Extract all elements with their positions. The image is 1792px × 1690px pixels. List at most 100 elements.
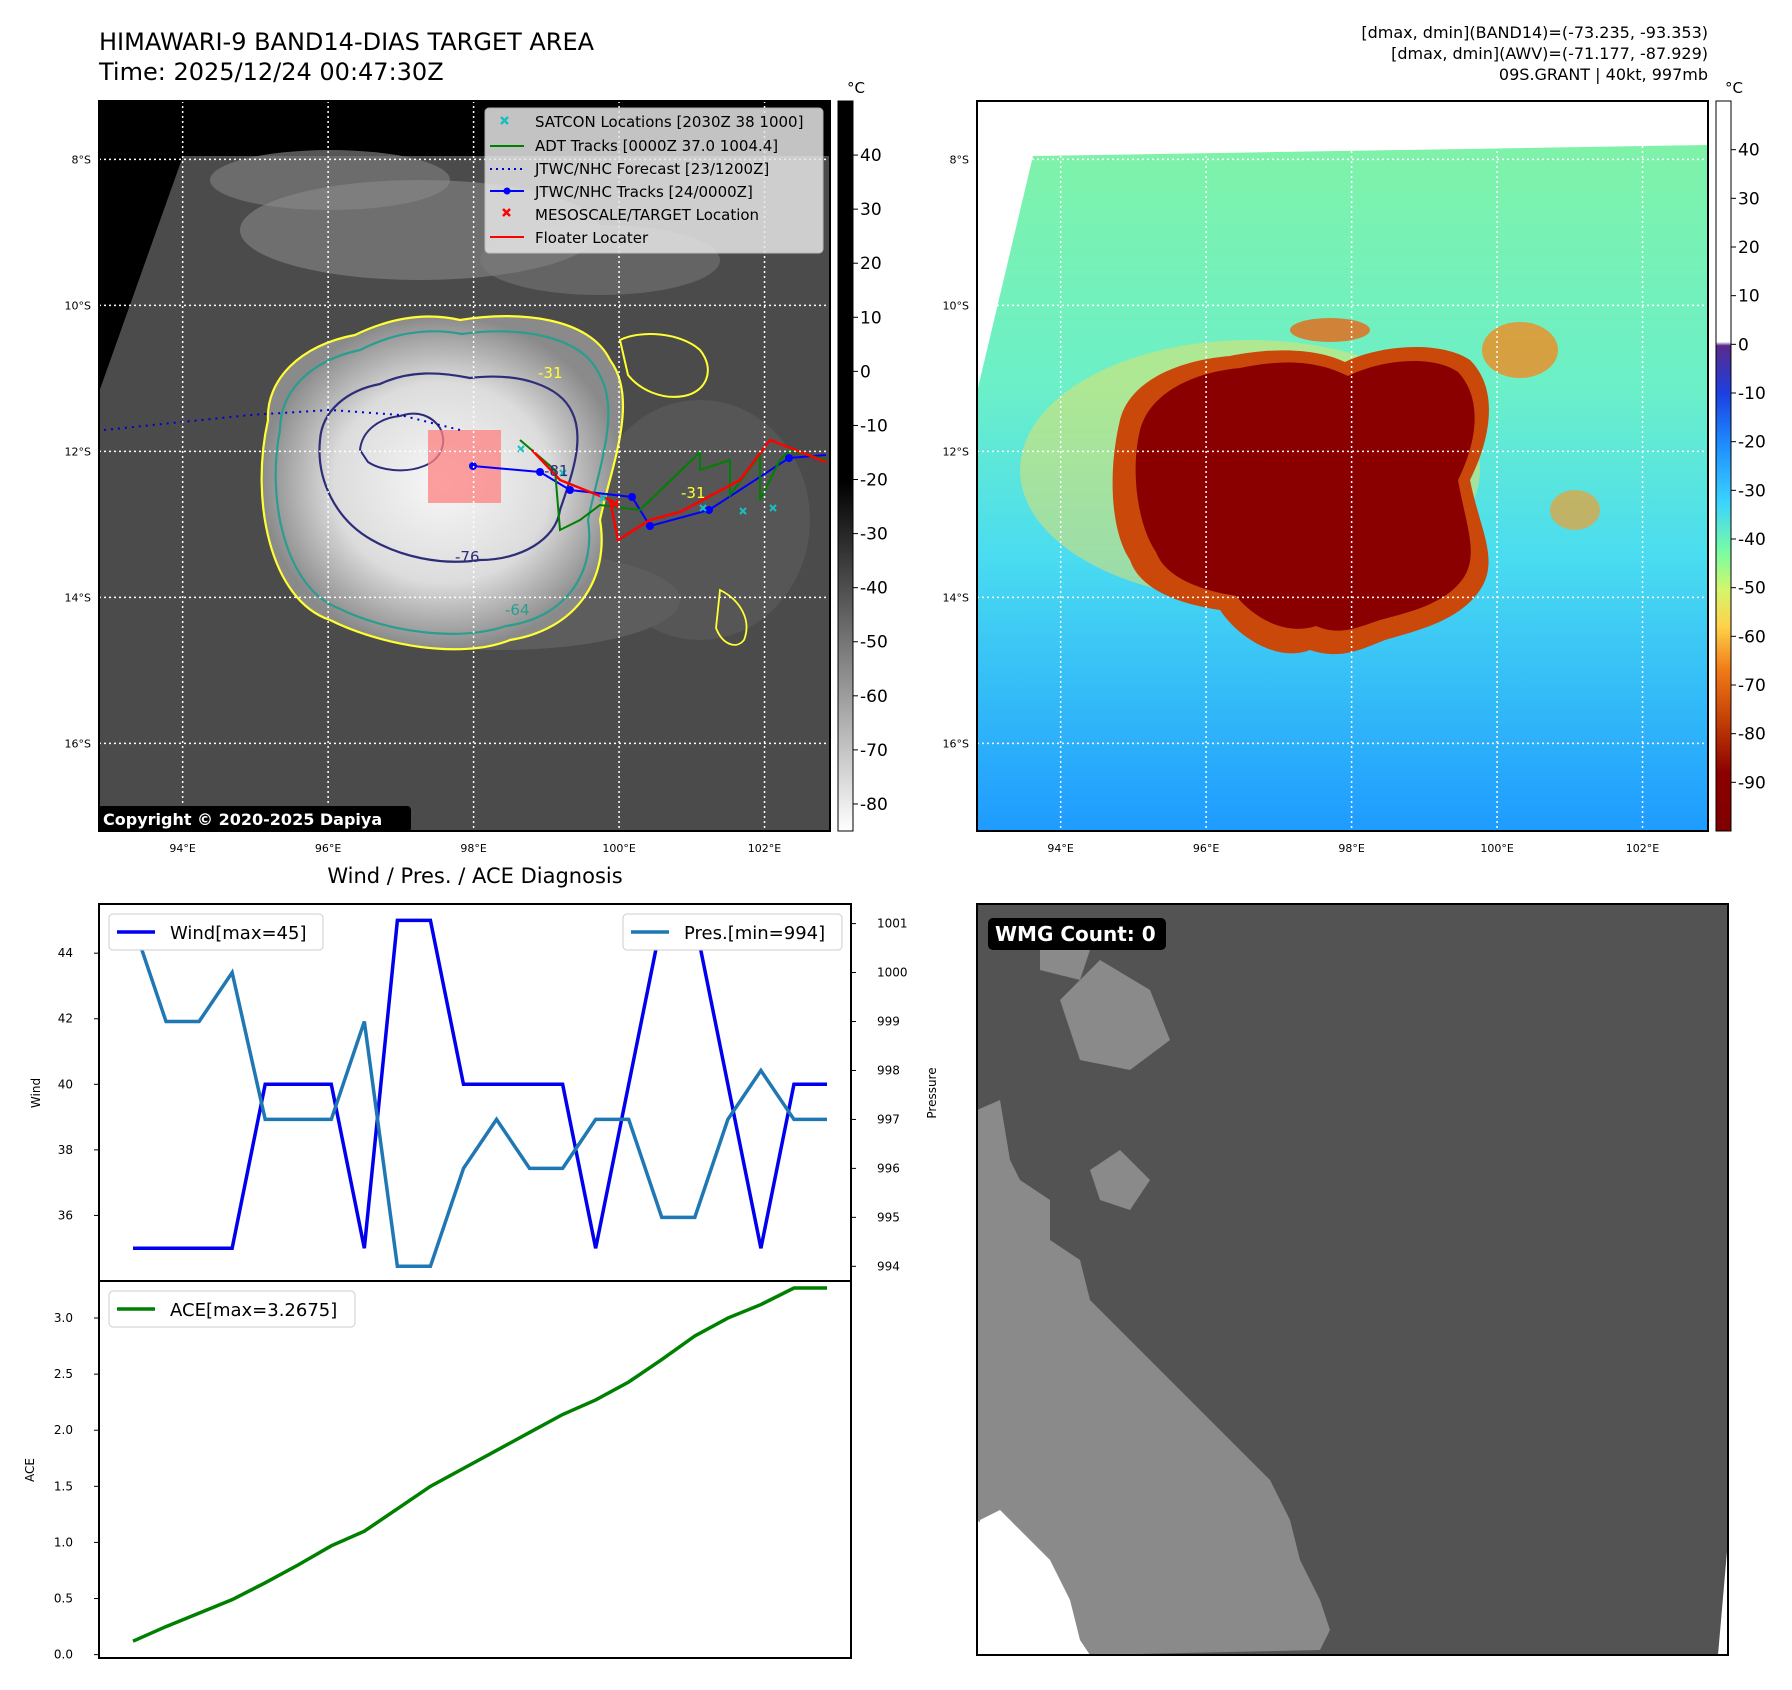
band14-range: [dmax, dmin](BAND14)=(-73.235, -93.353) [1361, 23, 1708, 42]
lon-label: 102°E [748, 842, 781, 855]
colorbar-tick-label: -50 [1738, 579, 1766, 599]
legend-floater: Floater Locater [535, 229, 649, 247]
lat-label: 12°S [65, 445, 91, 458]
awv-map: 8°S 10°S 12°S 14°S 16°S 94°E 96°E 98°E 100°E 102… [943, 100, 1709, 855]
contour-label-76: -76 [455, 548, 480, 566]
mesoscale-target-box [428, 430, 501, 503]
legend-mesoscale-icon [502, 208, 511, 217]
ir-colorbar: °C 40 30 20 10 0 -10 -20 -30 -40 -50 -60 -70 -80 [837, 79, 888, 832]
ir-map: -81 -76 -64 -31 -31 8°S10°S12°S14°S16°S … [65, 100, 831, 855]
pressure-tick-label: 996 [877, 1161, 900, 1175]
colorbar-tick-label: 30 [1738, 189, 1760, 209]
legend-forecast: JTWC/NHC Forecast [23/1200Z] [534, 160, 769, 178]
colorbar-tick-label: 20 [1738, 238, 1760, 258]
ace-frame [98, 1280, 852, 1659]
contour-minus31-east [618, 333, 709, 398]
lat-label: 12°S [943, 445, 969, 458]
lon-label: 94°E [1047, 842, 1073, 855]
colorbar-tick-label: -60 [1738, 627, 1766, 647]
pressure-tick-label: 995 [877, 1210, 900, 1224]
ace-tick-label: 1.0 [54, 1535, 73, 1549]
lon-label: 96°E [1193, 842, 1219, 855]
colorbar-tick-label: 30 [860, 200, 882, 220]
ir-colorbar-unit: °C [847, 79, 865, 97]
ace-tick-label: 0.0 [54, 1648, 73, 1662]
colorbar-tick-label: -80 [860, 795, 888, 815]
lon-label: 96°E [315, 842, 341, 855]
ace-tick-label: 2.0 [54, 1423, 73, 1437]
wmg-count-label: WMG Count: 0 [995, 922, 1156, 946]
awv-lon-labels: 94°E 96°E 98°E 100°E 102°E [1047, 842, 1659, 855]
colorbar-tick-label: -40 [1738, 530, 1766, 550]
lat-label: 14°S [65, 591, 91, 604]
lon-label: 98°E [1338, 842, 1364, 855]
lat-label: 8°S [950, 153, 969, 166]
awv-cold-region-core [1135, 360, 1475, 631]
wind-tick-label: 44 [58, 946, 73, 960]
legend-tracks: JTWC/NHC Tracks [24/0000Z] [534, 183, 753, 201]
lon-label: 100°E [1480, 842, 1513, 855]
wind-tick-label: 36 [58, 1208, 73, 1222]
colorbar-tick-label: -10 [860, 416, 888, 436]
wind-legend: Wind[max=45] [108, 913, 324, 951]
pressure-legend: Pres.[min=994] [622, 913, 843, 951]
pressure-tick-label: 1000 [877, 966, 908, 980]
awv-lat-labels: 8°S 10°S 12°S 14°S 16°S [943, 153, 969, 750]
legend-satcon-icon [500, 116, 509, 125]
colorbar-tick-label: -20 [1738, 433, 1766, 453]
ir-map-frame [98, 100, 831, 832]
awv-map-frame [976, 100, 1709, 832]
copyright-text: Copyright © 2020-2025 Dapiya [103, 810, 382, 829]
wind-tick-label: 42 [58, 1012, 73, 1026]
lat-label: 10°S [65, 299, 91, 312]
ace-tick-label: 0.5 [54, 1592, 73, 1606]
lon-label: 102°E [1626, 842, 1659, 855]
contour-label-81: -81 [544, 462, 569, 480]
colorbar-tick-label: 0 [1738, 335, 1749, 355]
colorbar-tick-label: 10 [1738, 287, 1760, 307]
pressure-tick-label: 997 [877, 1112, 900, 1126]
wmg-panel: WMG Count: 0 [976, 903, 1729, 1656]
colorbar-tick-label: -90 [1738, 773, 1766, 793]
wind-legend-label: Wind[max=45] [170, 923, 307, 944]
colorbar-tick-label: -80 [1738, 725, 1766, 745]
pressure-tick-label: 999 [877, 1015, 900, 1029]
lat-label: 16°S [65, 737, 91, 750]
ace-chart: 0.0 0.5 1.0 1.5 2.0 2.5 3.0 ACE ACE[max=3.2675… [23, 1280, 852, 1662]
colorbar-tick-label: -30 [1738, 481, 1766, 501]
wmg-frame [976, 903, 1729, 1656]
lat-label: 16°S [943, 737, 969, 750]
colorbar-tick-label: -30 [860, 525, 888, 545]
colorbar-tick-label: -70 [860, 741, 888, 761]
ace-legend: ACE[max=3.2675] [108, 1290, 356, 1328]
adt-track-line [519, 439, 827, 532]
pressure-axis-ticks: 994 995 996 997 998 999 1000 1001 [851, 917, 908, 1273]
ir-lat-labels: 8°S 10°S 12°S 14°S 16°S [65, 153, 91, 750]
awv-colorbar: °C 40 30 20 10 0 -10 -20 -30 -40 -50 -60 -70 -80 -90 [1715, 79, 1766, 832]
ir-colorbar-bar [837, 100, 854, 832]
awv-range: [dmax, dmin](AWV)=(-71.177, -87.929) [1391, 44, 1708, 63]
contour-minus76 [318, 372, 579, 563]
ir-legend: SATCON Locations [2030Z 38 1000] ADT Tra… [484, 107, 824, 254]
pressure-axis-label: Pressure [925, 1067, 939, 1118]
awv-colorbar-bar [1715, 100, 1732, 832]
lat-label: 10°S [943, 299, 969, 312]
contour-minus31 [260, 315, 624, 651]
floater-locater-line [531, 438, 827, 543]
colorbar-tick-label: 20 [860, 254, 882, 274]
legend-adt: ADT Tracks [0000Z 37.0 1004.4] [535, 137, 778, 155]
colorbar-tick-label: -40 [860, 579, 888, 599]
ace-tick-label: 1.5 [54, 1479, 73, 1493]
mesoscale-marker [610, 499, 620, 509]
legend-mesoscale: MESOSCALE/TARGET Location [535, 206, 759, 224]
awv-colorbar-unit: °C [1725, 79, 1743, 97]
wind-axis-ticks: 36 38 40 42 44 [58, 946, 99, 1222]
wind-tick-label: 38 [58, 1143, 73, 1157]
pressure-tick-label: 1001 [877, 917, 908, 931]
lon-label: 94°E [169, 842, 195, 855]
colorbar-tick-label: 0 [860, 362, 871, 382]
contour-label-64: -64 [505, 601, 530, 619]
wind-axis-label: Wind [29, 1078, 43, 1108]
ace-axis-label: ACE [23, 1458, 37, 1482]
